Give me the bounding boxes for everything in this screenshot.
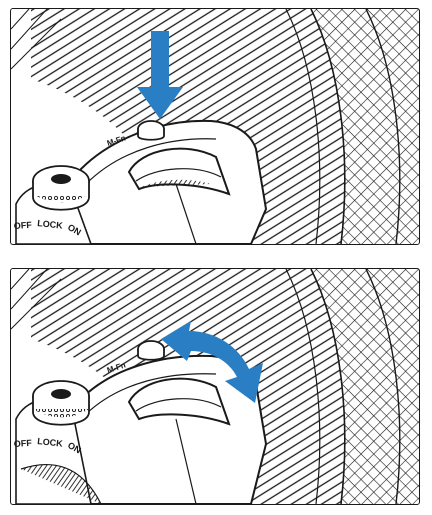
curved-arrow-shape xyxy=(161,321,263,403)
switch-label-lock: LOCK xyxy=(37,218,64,231)
switch-label-off: OFF xyxy=(13,220,32,231)
focus-ring xyxy=(285,9,419,244)
knurl-marks xyxy=(11,269,62,330)
diagram-panel-press-button: M-Fn OFF LOCK ON xyxy=(10,8,420,245)
focus-ring xyxy=(285,269,419,504)
lens-illustration-bottom: M-Fn OFF LOCK ON xyxy=(11,269,419,504)
mfn-button: M-Fn xyxy=(106,120,165,148)
lens-illustration-top: M-Fn OFF LOCK ON xyxy=(11,9,419,244)
control-lever xyxy=(127,147,231,196)
control-lever xyxy=(127,377,231,426)
switch-label-lock: LOCK xyxy=(37,436,64,449)
down-arrow-shape xyxy=(137,31,183,119)
knurl-marks xyxy=(11,9,62,70)
af-mf-switch: OFF LOCK ON xyxy=(13,380,102,504)
diagram-panel-turn-ring: M-Fn OFF LOCK ON xyxy=(10,268,420,505)
curved-double-arrow-icon xyxy=(161,321,263,403)
af-mf-switch: OFF LOCK ON xyxy=(13,165,92,244)
switch-label-off: OFF xyxy=(13,438,32,449)
down-arrow-icon xyxy=(137,31,183,119)
